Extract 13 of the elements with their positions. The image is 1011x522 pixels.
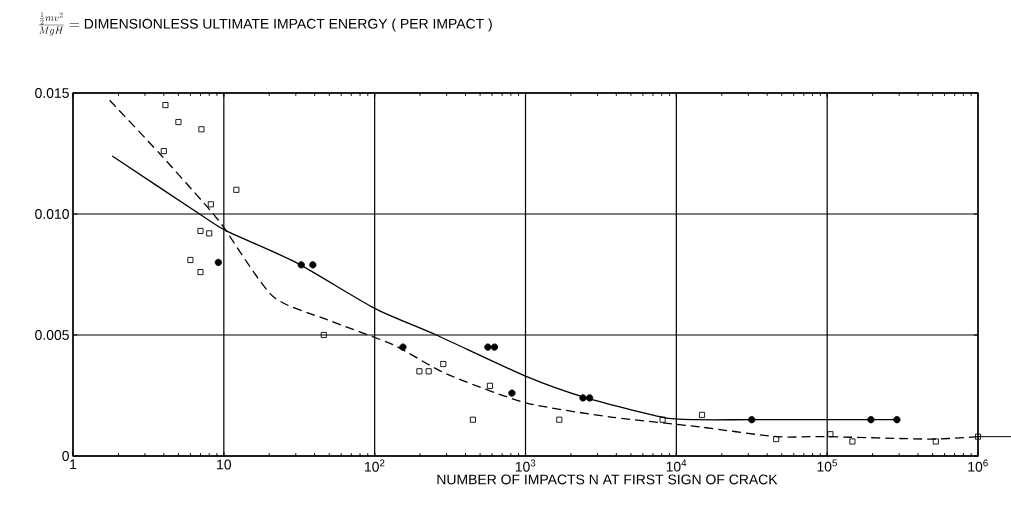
y-tick-label: 0 (62, 451, 69, 461)
x-tick-label: 10$^{3}$ (515, 459, 536, 472)
x-tick-label: 10$^{6}$ (968, 459, 988, 472)
y-tick-label: 0.015 (35, 88, 69, 98)
x-tick-label: 10$^{5}$ (817, 459, 837, 472)
x-tick-label: 10$^{4}$ (666, 459, 687, 472)
x-tick-label: 1 (70, 459, 77, 470)
x-tick-label: 10 (217, 459, 232, 470)
y-tick-label: 0.005 (35, 330, 69, 340)
x-axis-title: NUMBER OF IMPACTS N AT FIRST SIGN OF CRACK (437, 474, 778, 485)
y-tick-label: 0.010 (35, 209, 69, 219)
x-tick-label: 10$^{2}$ (365, 459, 385, 472)
chart-title: $\frac{\frac{1}{2}mv^{2}}{MgH}=\mbox{DIMENSIONLESS ULTIMATE IMPACT ENERGY ( PER IMPACT )}$ (38, 12, 492, 36)
